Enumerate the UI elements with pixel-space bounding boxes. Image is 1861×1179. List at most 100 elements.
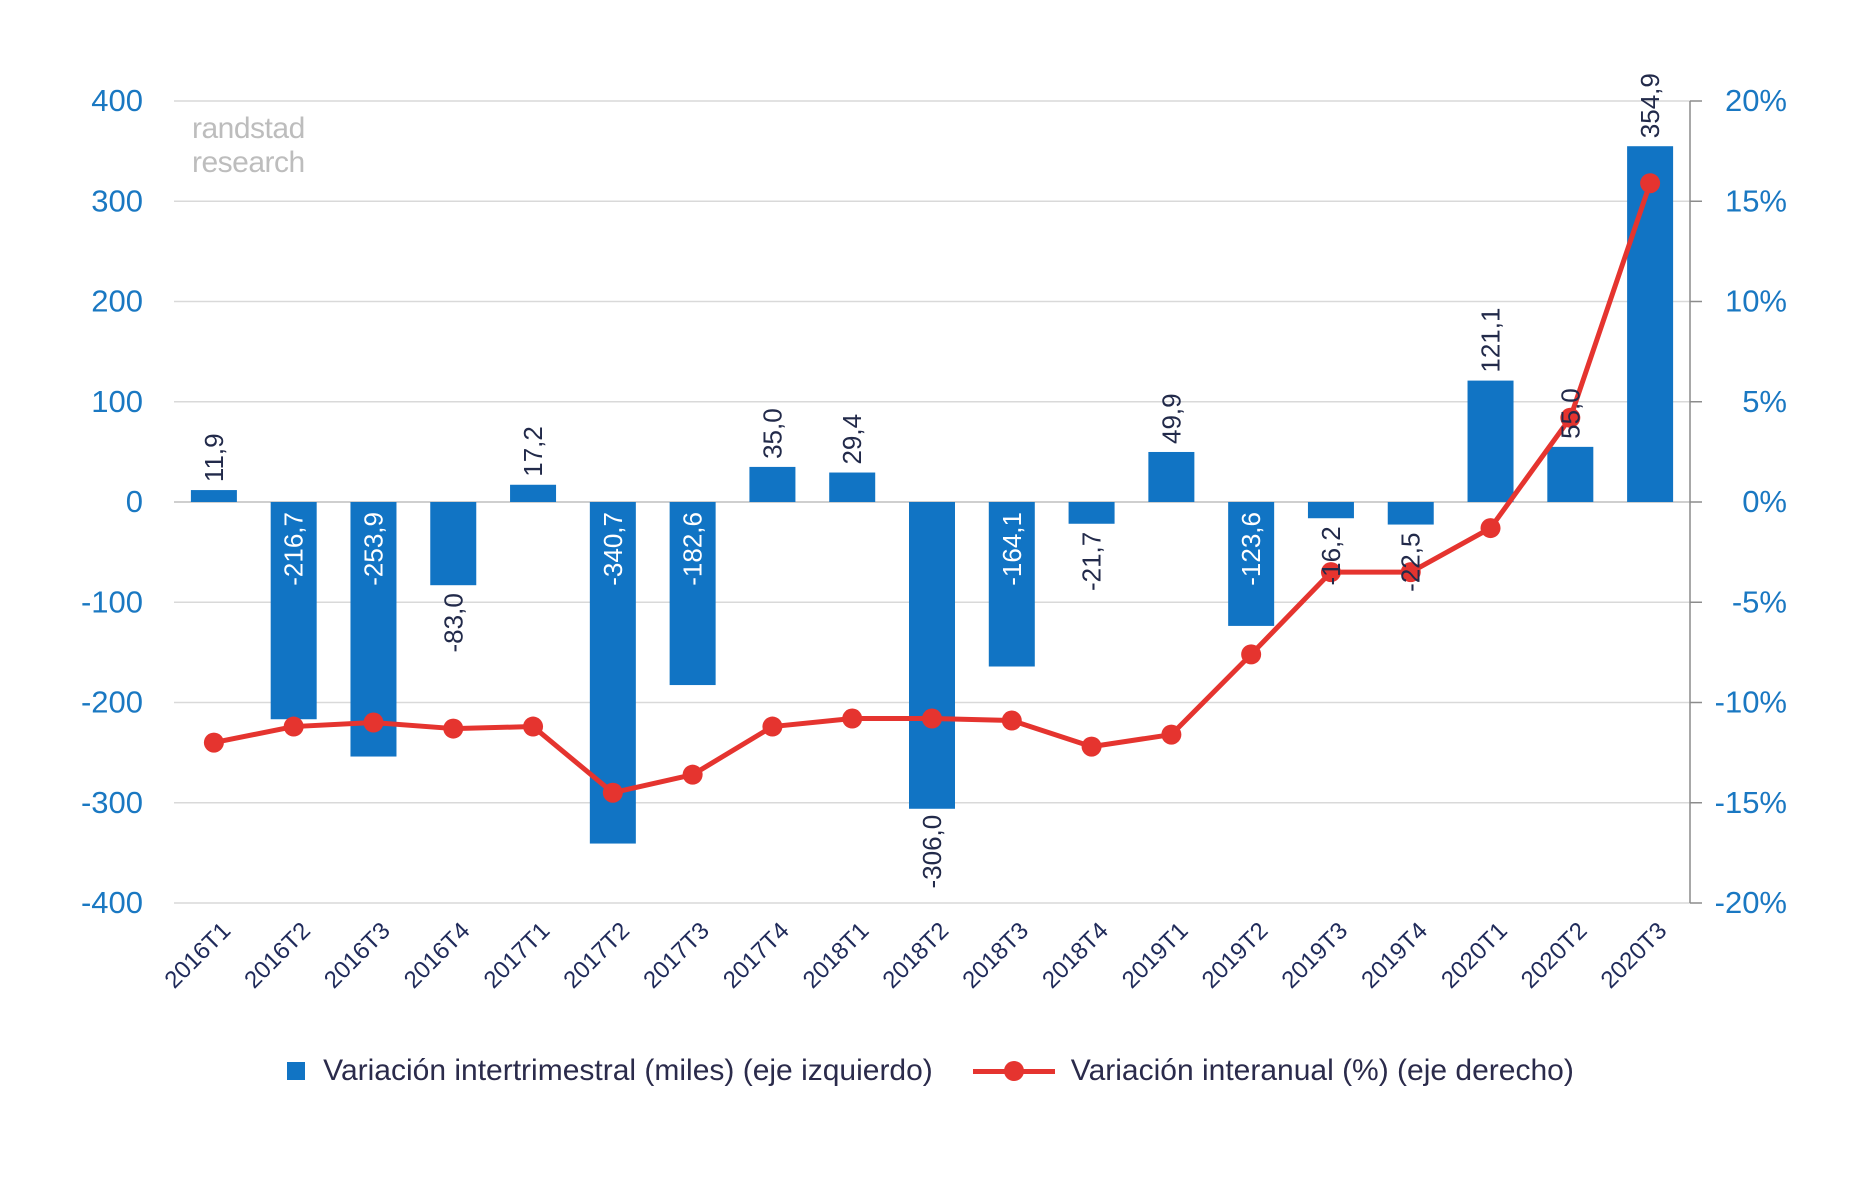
left-tick-label: 0 — [126, 484, 143, 519]
bar-data-label: -253,9 — [358, 512, 388, 586]
category-label: 2017T3 — [638, 917, 715, 994]
right-tick-label: -10% — [1715, 685, 1787, 720]
bar — [1627, 146, 1674, 502]
right-tick-label: 10% — [1725, 284, 1787, 319]
bar — [1148, 451, 1195, 502]
legend: Variación intertrimestral (miles) (eje i… — [0, 1054, 1861, 1088]
line-point — [1400, 562, 1421, 583]
bar-data-label: -164,1 — [997, 512, 1027, 586]
category-label: 2020T3 — [1596, 917, 1673, 994]
category-label: 2016T2 — [239, 917, 316, 994]
logo-line-2: research — [192, 146, 305, 179]
bar-data-labels: 11,9 -216,7 -253,9 -83,0 17,2 -340,7 -182,6 35,… — [199, 73, 1665, 888]
left-tick-label: -400 — [81, 885, 143, 920]
line-point — [1640, 173, 1661, 194]
bar-data-label: 121,1 — [1476, 308, 1506, 373]
line-point — [1241, 644, 1262, 665]
right-tick-label: 15% — [1725, 183, 1787, 218]
bar-data-label: -216,7 — [279, 512, 309, 586]
bar-data-label: 354,9 — [1635, 73, 1665, 138]
bar-data-label: 29,4 — [837, 414, 867, 465]
category-label: 2019T3 — [1277, 917, 1354, 994]
left-tick-label: 400 — [91, 83, 143, 118]
legend-item-bars: Variación intertrimestral (miles) (eje i… — [287, 1054, 933, 1088]
bar-data-label: 49,9 — [1156, 393, 1186, 444]
bar-data-label: -306,0 — [917, 815, 947, 889]
bar — [988, 502, 1035, 667]
category-label: 2017T1 — [479, 917, 556, 994]
bar-data-label: -83,0 — [438, 593, 468, 652]
axes — [1689, 100, 1702, 904]
bar-series — [190, 146, 1674, 844]
bar-data-label: 55,0 — [1555, 388, 1585, 439]
right-tick-label: 20% — [1725, 83, 1787, 118]
left-axis-ticks: 400 300 200 100 0 -100 -200 -300 -400 — [81, 83, 143, 920]
left-tick-label: 200 — [91, 284, 143, 319]
category-label: 2018T1 — [798, 917, 875, 994]
category-label: 2018T3 — [957, 917, 1034, 994]
category-label: 2020T2 — [1516, 917, 1593, 994]
legend-line-swatch — [972, 1061, 1055, 1081]
category-label: 2017T2 — [558, 917, 635, 994]
category-label: 2017T4 — [718, 917, 795, 994]
bar — [1467, 380, 1514, 502]
line-point — [602, 782, 623, 803]
bar — [749, 466, 796, 502]
line-point — [1081, 736, 1102, 757]
bar — [1307, 502, 1354, 519]
category-label: 2020T1 — [1436, 917, 1513, 994]
right-tick-label: -20% — [1715, 885, 1787, 920]
line-point — [1480, 518, 1501, 539]
bar — [669, 502, 716, 686]
bar — [829, 472, 876, 502]
bar — [1068, 502, 1115, 524]
line-point — [922, 708, 942, 729]
bar-data-label: -21,7 — [1077, 532, 1107, 591]
bar-data-label: 35,0 — [757, 408, 787, 459]
bar-data-label: -340,7 — [598, 512, 628, 586]
right-tick-label: -15% — [1715, 785, 1787, 820]
legend-bar-swatch — [287, 1062, 306, 1080]
bar-data-label: -123,6 — [1236, 512, 1266, 586]
line-point — [1161, 724, 1182, 745]
bar-data-label: -182,6 — [678, 512, 708, 586]
bar-data-label: 11,9 — [199, 433, 229, 482]
bar-data-label: -16,2 — [1316, 526, 1346, 585]
bar — [1387, 502, 1434, 525]
category-label: 2019T1 — [1117, 917, 1194, 994]
bar — [190, 490, 237, 502]
left-tick-label: -200 — [81, 685, 143, 720]
line-point — [203, 732, 224, 753]
left-tick-label: 300 — [91, 183, 143, 218]
line-point — [443, 718, 464, 739]
category-label: 2019T4 — [1356, 917, 1433, 994]
bar — [270, 502, 317, 720]
left-tick-label: 100 — [91, 384, 143, 419]
line-point — [283, 716, 304, 737]
line-point — [523, 716, 544, 737]
line-point — [762, 716, 783, 737]
category-label: 2016T4 — [399, 917, 476, 994]
line-point — [1560, 407, 1581, 428]
bar — [1547, 446, 1594, 502]
left-tick-label: -100 — [81, 584, 143, 619]
line-point — [1001, 710, 1022, 731]
bar-data-label: 17,2 — [518, 426, 548, 477]
randstad-research-logo: randstad research — [192, 112, 305, 180]
legend-item-line: Variación interanual (%) (eje derecho) — [972, 1054, 1574, 1088]
bar — [1228, 502, 1275, 626]
line-point — [682, 764, 703, 785]
line-series — [203, 173, 1661, 803]
bar — [510, 484, 557, 502]
logo-line-1: randstad — [192, 112, 305, 145]
category-label: 2019T2 — [1197, 917, 1274, 994]
line-point — [842, 708, 863, 729]
category-label: 2016T1 — [159, 917, 236, 994]
right-axis-ticks: 20% 15% 10% 5% 0% -5% -10% -15% -20% — [1715, 83, 1787, 920]
right-tick-label: 0% — [1742, 484, 1787, 519]
category-label: 2016T3 — [319, 917, 396, 994]
category-label: 2018T2 — [878, 917, 955, 994]
bar — [430, 502, 477, 586]
right-tick-label: 5% — [1742, 384, 1787, 419]
